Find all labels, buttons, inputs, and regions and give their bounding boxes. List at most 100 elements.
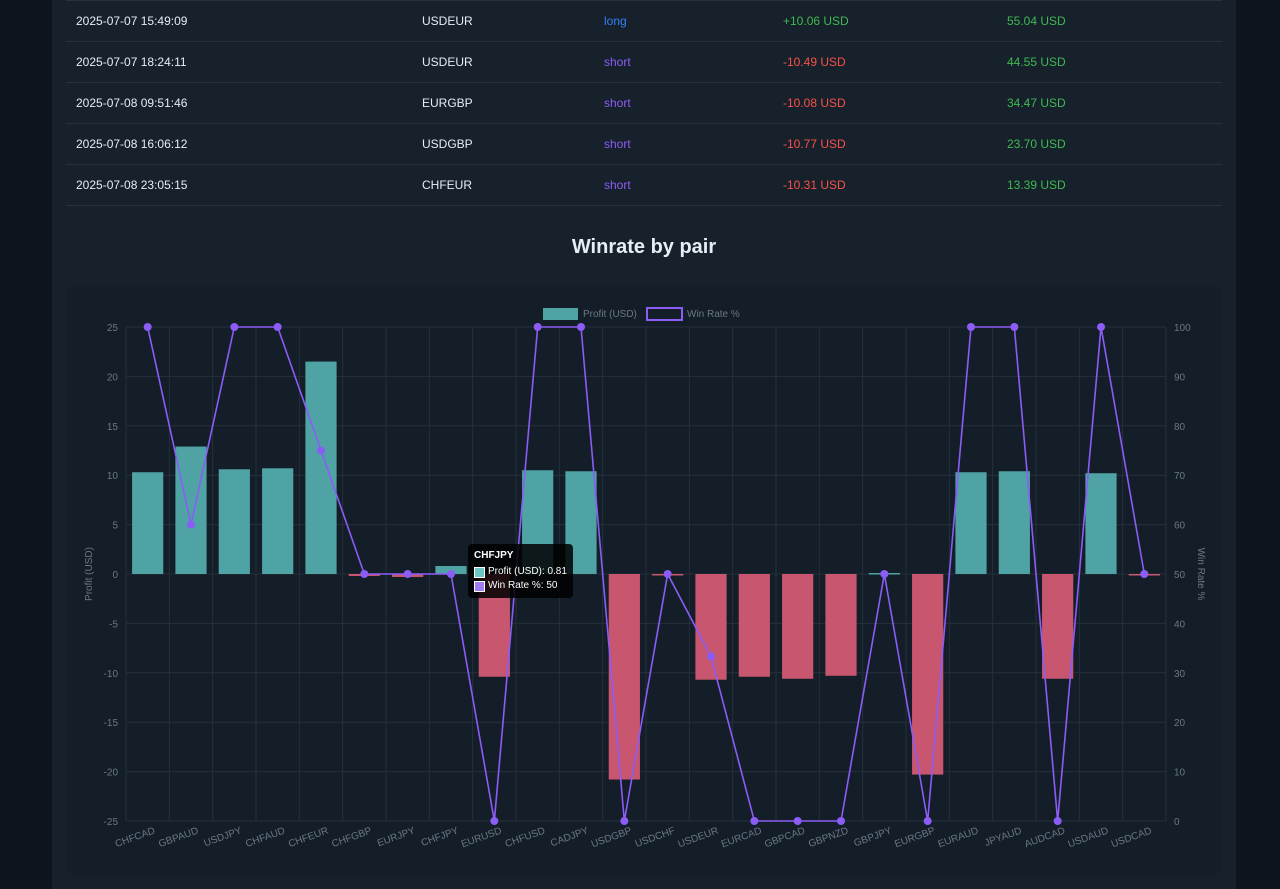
winrate-point [533,323,542,331]
profit-bar [738,574,770,677]
x-tick-label: GBPNZD [807,825,850,850]
x-tick-label: CHFEUR [287,825,330,850]
x-tick-label: USDGBP [590,825,634,850]
y-tick-label: 25 [107,323,119,334]
y-tick-label: 20 [107,372,119,383]
trade-pair: USDEUR [422,14,473,28]
x-tick-label: EURJPY [376,825,417,849]
chart-tooltip: CHFJPY Profit (USD): 0.81 Win Rate %: 50 [468,544,573,598]
winrate-point [620,817,629,825]
profit-bar [262,468,294,574]
profit-bar [132,472,164,574]
table-row: 2025-07-07 18:24:11 USDEUR short -10.49 … [66,42,1222,83]
x-tick-label: GBPJPY [853,825,894,849]
profit-bar [955,472,987,574]
trade-pair: CHFEUR [422,178,472,192]
y2-tick-label: 60 [1174,521,1186,532]
tooltip-winrate-text: Win Rate %: 50 [488,580,558,591]
y2-axis-title: Win Rate % [1195,548,1206,601]
winrate-point [750,817,759,825]
y2-tick-label: 100 [1174,323,1191,334]
trade-pair: USDEUR [422,55,473,69]
y-tick-label: -20 [104,768,119,779]
trade-pnl: -10.77 USD [783,137,846,151]
winrate-point [837,817,845,825]
x-tick-label: USDJPY [203,825,244,849]
y2-tick-label: 0 [1174,817,1180,828]
y-tick-label: -25 [104,817,119,828]
profit-bar [998,471,1030,574]
winrate-point [1010,323,1019,331]
profit-bar [175,446,207,574]
y2-tick-label: 30 [1174,669,1186,680]
y-tick-label: 5 [112,521,118,532]
x-tick-label: CADJPY [549,825,590,849]
legend-profit-label: Profit (USD) [583,309,637,320]
trade-pnl: -10.49 USD [783,55,846,69]
x-tick-label: EURAUD [937,825,980,850]
y2-tick-label: 70 [1174,471,1186,482]
winrate-point [1053,817,1062,825]
table-row: 2025-07-08 23:05:15 CHFEUR short -10.31 … [66,165,1222,206]
x-tick-label: JPYAUD [983,825,1023,849]
winrate-point [317,446,325,455]
legend-winrate-swatch [646,307,683,321]
trade-pair: USDGBP [422,137,473,151]
x-tick-label: GBPAUD [157,825,200,850]
profit-bar [825,574,857,676]
y2-tick-label: 50 [1174,570,1186,581]
y-tick-label: 10 [107,471,119,482]
tooltip-title: CHFJPY [474,550,514,561]
main-panel: 2025-07-07 15:49:09 USDEUR long +10.06 U… [52,0,1236,889]
section-title: Winrate by pair [571,236,717,258]
profit-bar [608,574,640,780]
winrate-point [663,570,672,578]
legend-profit-swatch [543,308,578,320]
y-axis-title: Profit (USD) [84,547,95,601]
profit-bar [305,361,337,574]
trade-time: 2025-07-07 18:24:11 [76,55,187,69]
table-row: 2025-07-07 15:49:09 USDEUR long +10.06 U… [66,0,1222,42]
trade-direction: short [604,96,631,110]
y-tick-label: -15 [104,718,119,729]
trade-pnl: -10.08 USD [783,96,846,110]
winrate-point [143,323,152,331]
table-row: 2025-07-08 16:06:12 USDGBP short -10.77 … [66,124,1222,165]
x-tick-label: AUDCAD [1023,825,1066,850]
winrate-point [403,570,412,578]
winrate-point [273,323,282,331]
winrate-point [577,323,585,331]
x-tick-label: CHFUSD [504,825,547,850]
right-margin [1236,0,1280,889]
tooltip-profit-line: Profit (USD): 0.81 [474,565,567,579]
winrate-point [490,817,499,825]
trades-table: 2025-07-07 15:49:09 USDEUR long +10.06 U… [66,0,1222,206]
y-tick-label: -5 [109,619,118,630]
x-tick-label: CHFJPY [420,825,461,849]
winrate-swatch-icon [474,580,485,592]
y-tick-label: 0 [112,570,118,581]
trade-direction: short [604,55,631,69]
x-tick-label: EURGBP [893,825,937,850]
y-tick-label: -10 [104,669,119,680]
x-tick-label: USDEUR [677,825,720,850]
x-tick-label: GBPCAD [763,825,806,850]
x-tick-label: USDAUD [1067,825,1110,850]
profit-bar [695,574,727,680]
profit-bar [1085,473,1117,574]
tooltip-winrate-line: Win Rate %: 50 [474,579,567,593]
x-tick-label: EURUSD [460,825,503,850]
trade-time: 2025-07-08 23:05:15 [76,178,188,192]
y2-tick-label: 40 [1174,619,1186,630]
winrate-point [967,323,975,331]
y2-tick-label: 90 [1174,372,1186,383]
winrate-point [360,570,369,578]
trade-time: 2025-07-08 09:51:46 [76,96,188,110]
winrate-chart-card: 25 100 20 90 15 80 10 70 5 60 0 50 -5 40 -10 30 -15 20 -20… [66,287,1222,875]
trade-direction: short [604,137,631,151]
y2-tick-label: 10 [1174,768,1186,779]
profit-swatch-icon [474,566,485,578]
winrate-line [146,326,1146,822]
x-tick-label: EURCAD [720,825,763,850]
